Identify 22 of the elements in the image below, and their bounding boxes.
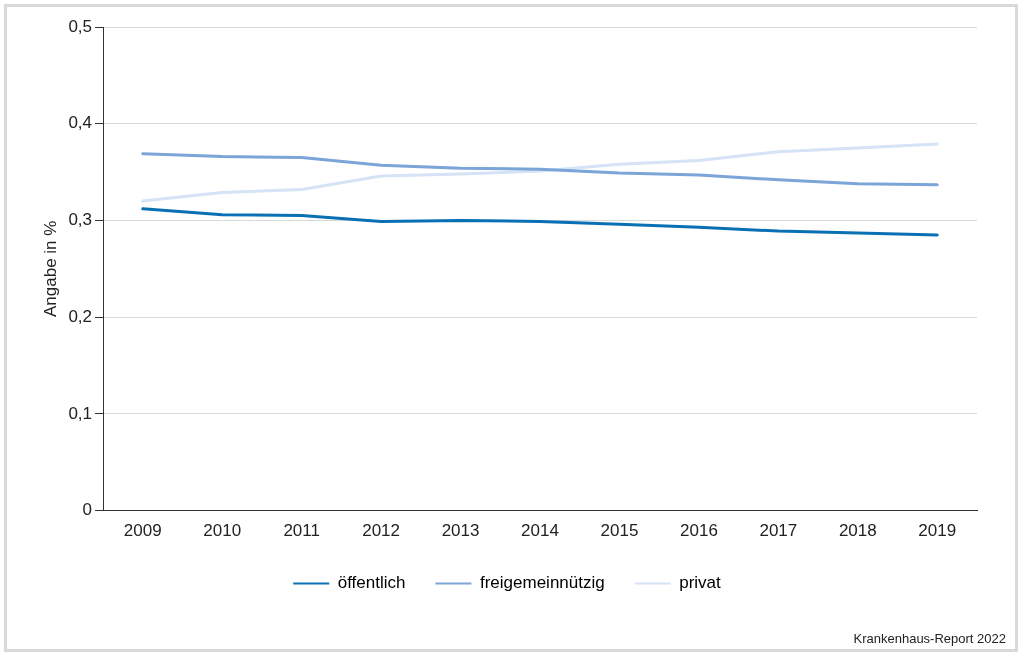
x-tick-label: 2012	[362, 521, 401, 541]
text: Krankenhaus-Report 2022	[853, 631, 1006, 646]
legend-label: freigemeinnützig	[479, 573, 605, 593]
x-tick-label: 2009	[123, 521, 162, 541]
x-tick-label: 2013	[441, 521, 480, 541]
y-axis-title: Angabe in %	[40, 220, 60, 317]
legend-label: öffentlich	[337, 573, 406, 593]
x-tick-label: 2015	[600, 521, 639, 541]
x-tick-label: 2014	[521, 521, 559, 541]
y-tick-label: 0,2	[68, 306, 93, 326]
x-tick-label: 2018	[838, 521, 877, 541]
y-tick-label: 0	[82, 500, 93, 520]
y-tick-label: 0,5	[68, 16, 93, 36]
x-tick-label: 2010	[203, 521, 242, 541]
legend-label: privat	[679, 573, 722, 593]
y-tick-label: 0,3	[68, 210, 93, 230]
x-tick-label: 2011	[283, 521, 320, 541]
x-tick-label: 2019	[918, 521, 957, 541]
x-tick-label: 2017	[759, 521, 798, 541]
x-tick-label: 2016	[680, 521, 718, 541]
y-tick-label: 0,1	[68, 403, 93, 423]
y-tick-label: 0,4	[68, 113, 93, 133]
